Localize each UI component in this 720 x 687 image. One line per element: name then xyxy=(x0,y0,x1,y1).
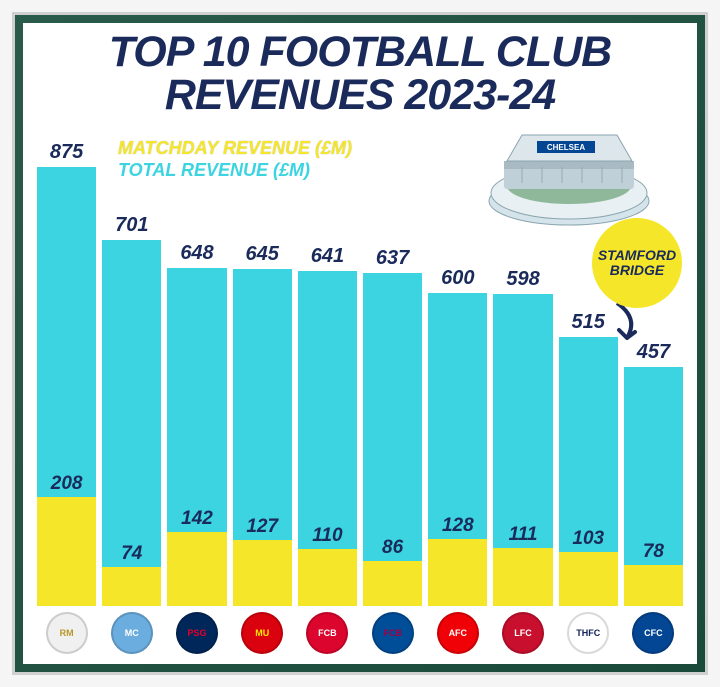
matchday-label: 127 xyxy=(233,516,292,538)
total-label: 600 xyxy=(428,267,487,290)
total-label: 598 xyxy=(493,268,552,291)
total-label: 701 xyxy=(102,214,161,237)
crest-man-united: MU xyxy=(233,608,292,658)
crest-barcelona: FCB xyxy=(363,608,422,658)
crest-badge: THFC xyxy=(567,612,609,654)
matchday-label: 78 xyxy=(624,541,683,563)
title-line-1: TOP 10 FOOTBALL CLUB xyxy=(33,31,687,74)
matchday-label: 111 xyxy=(493,524,552,546)
bar-stack: 127 xyxy=(233,269,292,606)
segment-matchday xyxy=(167,532,226,606)
crest-badge: MU xyxy=(241,612,283,654)
bar-stack: 111 xyxy=(493,294,552,606)
segment-matchday xyxy=(559,552,618,606)
crest-tottenham: THFC xyxy=(559,608,618,658)
bar-stack: 128 xyxy=(428,293,487,606)
crest-badge: CFC xyxy=(632,612,674,654)
bar-stack: 78 xyxy=(624,367,683,606)
crest-badge: AFC xyxy=(437,612,479,654)
crest-man-city: MC xyxy=(102,608,161,658)
matchday-label: 110 xyxy=(298,525,357,547)
bar-bayern: 641 110 xyxy=(298,141,357,606)
bar-stack: 103 xyxy=(559,337,618,606)
bar-stack: 110 xyxy=(298,271,357,606)
matchday-label: 103 xyxy=(559,528,618,550)
matchday-label: 208 xyxy=(37,473,96,495)
segment-matchday xyxy=(298,549,357,606)
matchday-label: 74 xyxy=(102,543,161,565)
crest-badge: PSG xyxy=(176,612,218,654)
total-label: 648 xyxy=(167,242,226,265)
segment-matchday xyxy=(624,565,683,606)
club-crests-row: RM MC PSG MU FCB FCB AFC LFC THFC CFC xyxy=(37,608,683,658)
crest-badge: FCB xyxy=(306,612,348,654)
crest-badge: LFC xyxy=(502,612,544,654)
crest-bayern: FCB xyxy=(298,608,357,658)
bar-chart: 875 208 701 74 648 142 645 127 641 110 637 86 600 128… xyxy=(37,141,683,606)
matchday-label: 128 xyxy=(428,515,487,537)
bar-tottenham: 515103 xyxy=(559,141,618,606)
bar-liverpool: 598 111 xyxy=(493,141,552,606)
bar-stack: 74 xyxy=(102,240,161,606)
matchday-label: 142 xyxy=(167,508,226,530)
bar-psg: 648 142 xyxy=(167,141,226,606)
bar-man-united: 645 127 xyxy=(233,141,292,606)
crest-chelsea: CFC xyxy=(624,608,683,658)
title-line-2: REVENUES 2023-24 xyxy=(33,74,687,117)
total-label: 875 xyxy=(37,141,96,164)
segment-matchday xyxy=(428,539,487,606)
total-label: 645 xyxy=(233,243,292,266)
crest-badge: RM xyxy=(46,612,88,654)
outer-frame: TOP 10 FOOTBALL CLUB REVENUES 2023-24 MA… xyxy=(12,12,708,675)
segment-matchday xyxy=(493,548,552,606)
bar-arsenal: 600 128 xyxy=(428,141,487,606)
segment-matchday xyxy=(363,561,422,606)
bar-stack: 86 xyxy=(363,273,422,606)
crest-badge: FCB xyxy=(372,612,414,654)
total-label: 641 xyxy=(298,245,357,268)
chart-title: TOP 10 FOOTBALL CLUB REVENUES 2023-24 xyxy=(23,23,697,117)
total-label: 637 xyxy=(363,247,422,270)
bar-stack: 208 xyxy=(37,167,96,606)
segment-matchday xyxy=(37,497,96,606)
bar-barcelona: 637 86 xyxy=(363,141,422,606)
stamford-bridge-callout: STAMFORD BRIDGE xyxy=(592,218,682,308)
bar-real-madrid: 875 208 xyxy=(37,141,96,606)
chart-panel: TOP 10 FOOTBALL CLUB REVENUES 2023-24 MA… xyxy=(23,23,697,664)
callout-line-1: STAMFORD xyxy=(598,248,676,263)
crest-arsenal: AFC xyxy=(428,608,487,658)
crest-real-madrid: RM xyxy=(37,608,96,658)
segment-matchday xyxy=(233,540,292,606)
crest-psg: PSG xyxy=(167,608,226,658)
bar-stack: 142 xyxy=(167,268,226,606)
bar-chelsea: 45778 xyxy=(624,141,683,606)
crest-liverpool: LFC xyxy=(493,608,552,658)
matchday-label: 86 xyxy=(363,537,422,559)
callout-line-2: BRIDGE xyxy=(598,263,676,278)
crest-badge: MC xyxy=(111,612,153,654)
segment-matchday xyxy=(102,567,161,606)
bar-man-city: 701 74 xyxy=(102,141,161,606)
